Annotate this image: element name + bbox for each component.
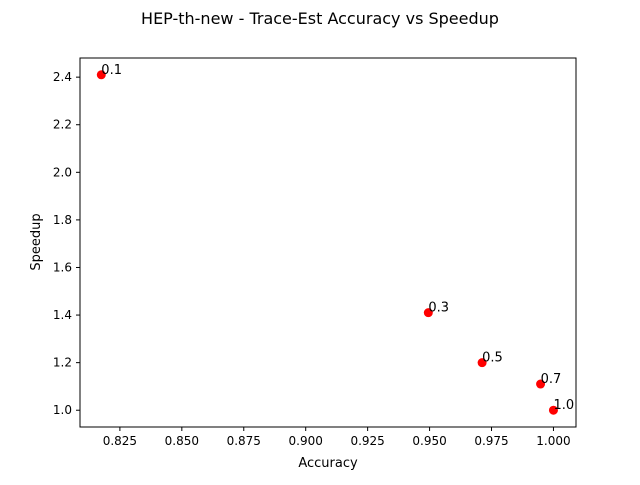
- y-tick-label: 2.4: [53, 70, 72, 84]
- y-tick-label: 1.4: [53, 308, 72, 322]
- y-axis: 1.0 1.2 1.4 1.6 1.8 2.0 2.2 2.4: [53, 70, 80, 417]
- data-point-label: 0.3: [428, 301, 449, 316]
- x-tick-label: 0.825: [103, 434, 137, 448]
- data-point-label: 0.5: [482, 351, 503, 366]
- x-tick-label: 0.950: [412, 434, 446, 448]
- x-tick-label: 0.900: [289, 434, 323, 448]
- x-axis-label: Accuracy: [298, 456, 358, 471]
- chart-title: HEP-th-new - Trace-Est Accuracy vs Speed…: [141, 9, 499, 28]
- y-tick-label: 1.8: [53, 213, 72, 227]
- x-tick-label: 0.975: [474, 434, 508, 448]
- data-point: [536, 379, 546, 389]
- data-point: [423, 308, 433, 318]
- data-point-label: 0.1: [101, 63, 122, 78]
- data-points: 0.1 0.3 0.5 0.7 1.0: [96, 63, 574, 415]
- data-point-label: 0.7: [541, 372, 562, 387]
- x-tick-label: 0.925: [350, 434, 384, 448]
- data-point: [96, 70, 106, 80]
- y-tick-label: 1.6: [53, 260, 72, 274]
- y-tick-label: 2.0: [53, 165, 72, 179]
- data-point: [477, 358, 487, 368]
- x-tick-label: 1.000: [536, 434, 570, 448]
- data-point: [548, 405, 558, 415]
- y-tick-label: 1.0: [53, 403, 72, 417]
- y-tick-label: 1.2: [53, 356, 72, 370]
- y-tick-label: 2.2: [53, 118, 72, 132]
- plot-frame: [79, 57, 577, 428]
- x-tick-label: 0.850: [165, 434, 199, 448]
- x-tick-label: 0.875: [227, 434, 261, 448]
- data-point-label: 1.0: [553, 398, 574, 413]
- y-axis-label: Speedup: [29, 213, 44, 270]
- x-axis: 0.825 0.850 0.875 0.900 0.925 0.950 0.975 1.000: [103, 427, 571, 448]
